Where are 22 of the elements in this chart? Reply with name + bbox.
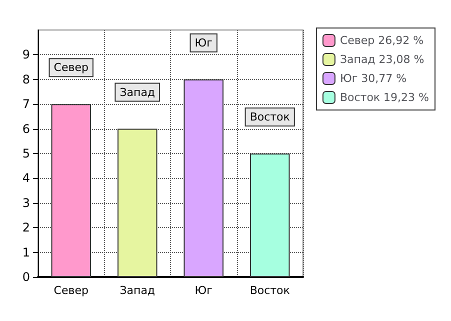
y-tick-label: 0 bbox=[22, 270, 30, 284]
legend-label: Север 26,92 % bbox=[340, 34, 424, 47]
legend-label: Запад 23,08 % bbox=[340, 53, 424, 66]
y-tick-label: 9 bbox=[22, 48, 30, 62]
annotation: Запад bbox=[120, 86, 156, 99]
y-tick-label: 7 bbox=[22, 97, 30, 112]
annotation: Север bbox=[54, 61, 88, 74]
annotation: Восток bbox=[250, 110, 290, 124]
y-tick-label: 5 bbox=[22, 146, 30, 160]
x-tick-label: Восток bbox=[250, 284, 290, 297]
legend-label: Юг 30,77 % bbox=[340, 72, 407, 85]
x-tick-label: Север bbox=[54, 284, 88, 297]
x-tick-label: Юг bbox=[194, 284, 213, 297]
y-tick-label: 4 bbox=[22, 171, 30, 186]
x-tick-label: Запад bbox=[120, 284, 156, 297]
legend-label: Восток 19,23 % bbox=[340, 91, 430, 104]
y-tick-label: 1 bbox=[22, 245, 30, 260]
annotation: Юг bbox=[194, 36, 213, 50]
y-tick-label: 6 bbox=[22, 122, 30, 136]
y-tick-label: 8 bbox=[22, 72, 30, 86]
y-tick-label: 3 bbox=[22, 196, 30, 210]
y-tick-label: 2 bbox=[22, 220, 30, 235]
